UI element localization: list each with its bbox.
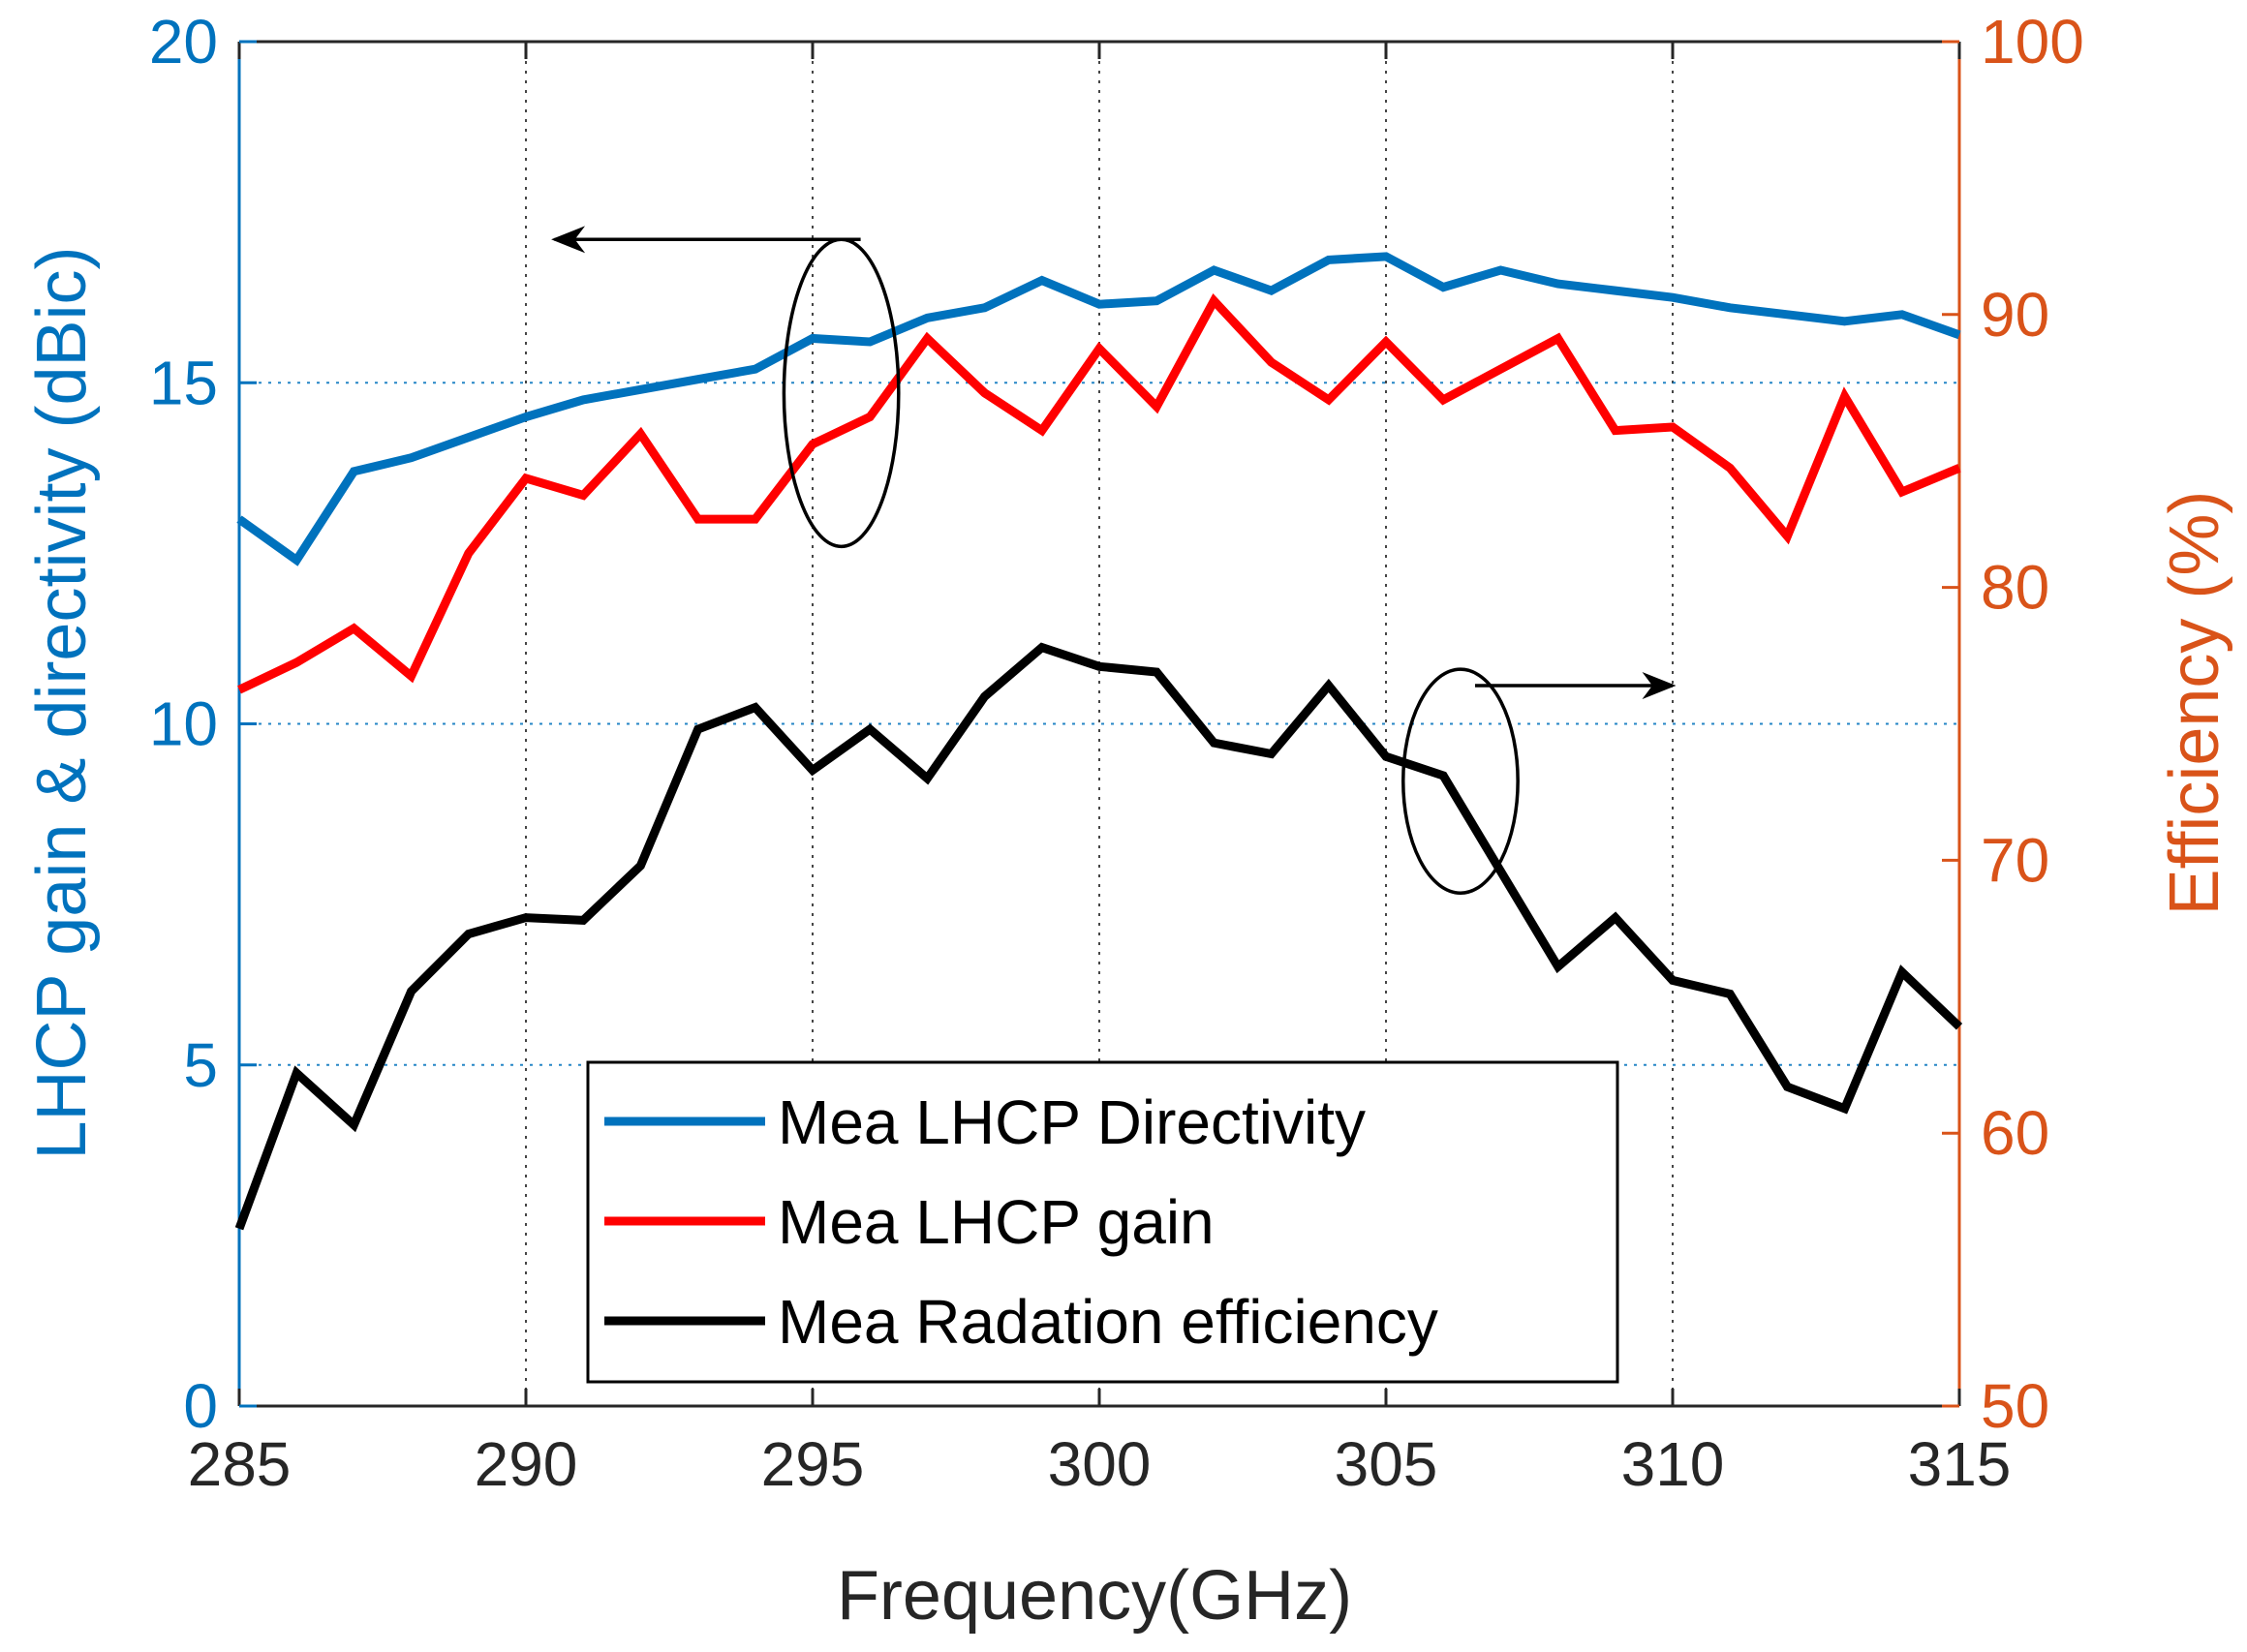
y-axis-label-left: LHCP gain & directivity (dBic) bbox=[23, 247, 101, 1160]
y-right-tick-label: 100 bbox=[1981, 7, 2084, 76]
y-left-tick-label: 10 bbox=[149, 689, 218, 759]
legend-label-gain: Mea LHCP gain bbox=[778, 1187, 1215, 1257]
annotation-ellipse-right bbox=[1401, 667, 1520, 895]
y-left-tick-label: 0 bbox=[183, 1371, 218, 1441]
series-line-mea-lhcp-directivity bbox=[236, 252, 1961, 566]
ticks: 285 290 295 300 305 310 315 0 5 10 15 20 50 60 70 80 90 1… bbox=[149, 7, 2084, 1499]
annotations bbox=[551, 226, 1677, 895]
y-right-tick-label: 60 bbox=[1981, 1098, 2049, 1168]
x-tick-label: 310 bbox=[1621, 1429, 1725, 1499]
y-right-tick-label: 50 bbox=[1981, 1371, 2049, 1441]
series-line-mea-radation-efficiency bbox=[234, 642, 1963, 1231]
y-right-tick-label: 80 bbox=[1981, 553, 2049, 623]
y-right-tick-label: 70 bbox=[1981, 825, 2049, 895]
x-tick-label: 295 bbox=[761, 1429, 865, 1499]
x-tick-label: 290 bbox=[475, 1429, 578, 1499]
x-axis-label: Frequency(GHz) bbox=[837, 1557, 1352, 1635]
y-left-tick-label: 5 bbox=[183, 1030, 218, 1100]
grid bbox=[239, 42, 1959, 1406]
legend-label-directivity: Mea LHCP Directivity bbox=[778, 1087, 1366, 1157]
x-tick-label: 300 bbox=[1048, 1429, 1152, 1499]
legend: Mea LHCP Directivity Mea LHCP gain Mea R… bbox=[586, 1060, 1619, 1384]
y-left-tick-label: 15 bbox=[149, 348, 218, 417]
series-line-mea-lhcp-gain bbox=[237, 293, 1961, 694]
series-group bbox=[234, 252, 1963, 1231]
legend-label-efficiency: Mea Radation efficiency bbox=[778, 1287, 1438, 1357]
y-axis-label-right: Efficiency (%) bbox=[2156, 491, 2233, 916]
x-tick-label: 305 bbox=[1335, 1429, 1438, 1499]
x-tick-label: 285 bbox=[188, 1429, 292, 1499]
y-right-tick-label: 90 bbox=[1981, 280, 2049, 350]
y-left-tick-label: 20 bbox=[149, 7, 218, 76]
x-tick-label: 315 bbox=[1908, 1429, 2012, 1499]
